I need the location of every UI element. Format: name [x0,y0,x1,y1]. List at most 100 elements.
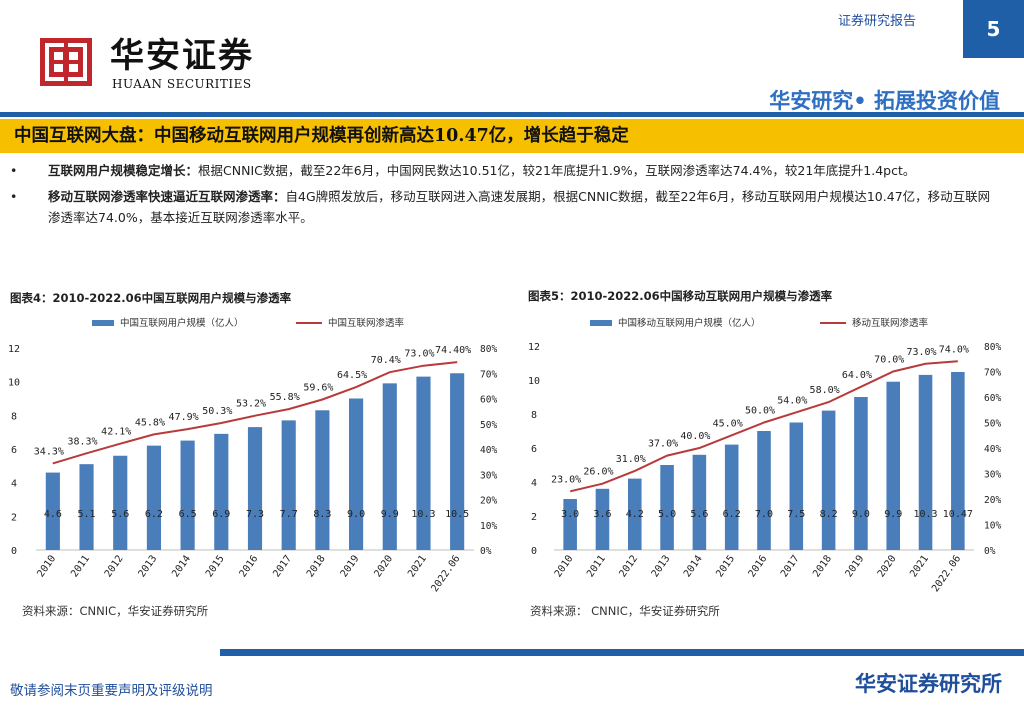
line-value-label: 34.3% [34,446,64,457]
line-value-label: 74.40% [435,345,471,356]
bar-value-label: 9.9 [381,509,399,520]
bar-value-label: 10.5 [445,509,469,520]
line-value-label: 45.8% [135,417,165,428]
huaan-logo-icon [40,38,92,86]
y-axis-tick-label: 8 [531,410,537,421]
y2-axis-tick-label: 30% [984,470,1001,481]
bar-value-label: 10.3 [411,509,435,520]
x-axis-tick-label: 2014 [682,553,705,579]
line-value-label: 42.1% [101,427,131,438]
penetration-line [52,361,458,465]
bullet-item: • 移动互联网渗透率快速逼近互联网渗透率：自4G牌照发放后，移动互联网进入高速发… [10,186,1000,228]
y2-axis-tick-label: 40% [480,445,497,456]
bar-value-label: 4.2 [626,509,644,520]
chart-bar [113,455,128,550]
line-value-label: 70.0% [874,355,904,366]
x-axis-tick-label: 2016 [238,553,261,579]
x-axis-tick-label: 2021 [406,553,429,579]
chart-bar [45,472,60,550]
disclaimer-link[interactable]: 敬请参阅末页重要声明及评级说明 [10,683,213,699]
chart-bar [79,464,94,550]
x-axis-tick-label: 2014 [170,553,193,579]
y2-axis-tick-label: 0% [480,546,492,557]
line-value-label: 47.9% [169,412,199,423]
y2-axis-tick-label: 60% [480,395,497,406]
y-axis-tick-label: 6 [531,444,537,455]
x-axis-tick-label: 2016 [747,553,770,579]
line-value-label: 73.0% [404,349,434,360]
bar-value-label: 7.7 [280,509,298,520]
penetration-line [569,360,958,493]
bar-value-label: 6.2 [145,509,163,520]
x-axis-tick-label: 2017 [271,553,294,579]
bar-value-label: 3.0 [561,509,579,520]
header-divider [0,112,1024,117]
x-axis-tick-label: 2012 [617,553,640,579]
y2-axis-tick-label: 10% [984,521,1001,532]
line-value-label: 70.4% [371,355,401,366]
bullet-lead: 互联网用户规模稳定增长： [48,163,199,178]
bar-value-label: 6.9 [212,509,230,520]
chart-source: 资料来源： CNNIC，华安证券研究所 [530,604,720,618]
line-value-label: 64.0% [842,370,872,381]
chart-bar [247,427,263,550]
legend-bar-swatch [92,320,114,326]
line-value-label: 40.0% [680,431,710,442]
x-axis-tick-label: 2022.06 [930,553,963,594]
chart-bar [821,410,836,550]
chart-bar [281,420,296,550]
y-axis-tick-label: 0 [11,546,17,557]
y-axis-tick-label: 0 [531,546,537,557]
x-axis-tick-label: 2021 [908,553,931,579]
bar-value-label: 4.6 [44,509,62,520]
chart-bar [918,374,933,550]
y-axis-tick-label: 2 [531,512,537,523]
x-axis-tick-label: 2015 [204,553,227,579]
bar-value-label: 8.2 [820,509,838,520]
x-axis-tick-label: 2017 [779,553,802,579]
bullet-item: • 互联网用户规模稳定增长：根据CNNIC数据，截至22年6月，中国网民数达10… [10,160,1000,181]
bar-value-label: 10.47 [943,509,973,520]
chart-title: 图表4：2010-2022.06中国互联网用户规模与渗透率 [10,291,292,305]
footer-brand: 华安证券研究所 [855,672,1002,696]
y-axis-tick-label: 12 [528,342,540,353]
y-axis-tick-label: 6 [11,445,17,456]
line-value-label: 54.0% [777,395,807,406]
x-axis-tick-label: 2020 [876,553,899,579]
legend-label: 中国互联网渗透率 [328,317,405,329]
bar-value-label: 3.6 [593,509,611,520]
y2-axis-tick-label: 20% [984,495,1001,506]
line-value-label: 59.6% [303,383,333,394]
x-axis-tick-label: 2011 [585,553,608,579]
x-axis-tick-label: 2013 [650,553,673,579]
x-axis-tick-label: 2011 [69,553,92,579]
x-axis-tick-label: 2019 [339,553,362,579]
chart-bar [382,383,397,550]
y2-axis-tick-label: 70% [984,368,1001,379]
chart-bar [146,445,161,550]
line-value-label: 73.0% [906,347,936,358]
chart-bar [660,465,674,550]
y2-axis-tick-label: 40% [984,444,1001,455]
chart-bar [563,499,577,550]
x-axis-tick-label: 2013 [137,553,160,579]
chart-bar [315,410,330,550]
line-value-label: 50.3% [202,406,232,417]
chart-title: 图表5：2010-2022.06中国移动互联网用户规模与渗透率 [528,289,833,303]
line-value-label: 74.0% [939,344,969,355]
y2-axis-tick-label: 0% [984,546,996,557]
bar-value-label: 5.6 [111,509,129,520]
chart-bar [214,433,229,550]
chart-bar [692,454,707,550]
x-axis-tick-label: 2019 [844,553,867,579]
legend-label: 移动互联网渗透率 [852,317,929,329]
bullet-text: 自4G牌照发放后，移动互联网进入高速发展期，根据CNNIC数据，截至22年6月，… [48,189,991,225]
bar-value-label: 8.3 [313,509,331,520]
legend-bar-swatch [590,320,612,326]
x-axis-tick-label: 2010 [553,553,576,579]
y-axis-tick-label: 2 [11,512,17,523]
x-axis-tick-label: 2022.06 [429,553,462,594]
page-number: 5 [963,0,1024,58]
bar-value-label: 5.1 [78,509,96,520]
bar-value-label: 9.9 [884,509,902,520]
